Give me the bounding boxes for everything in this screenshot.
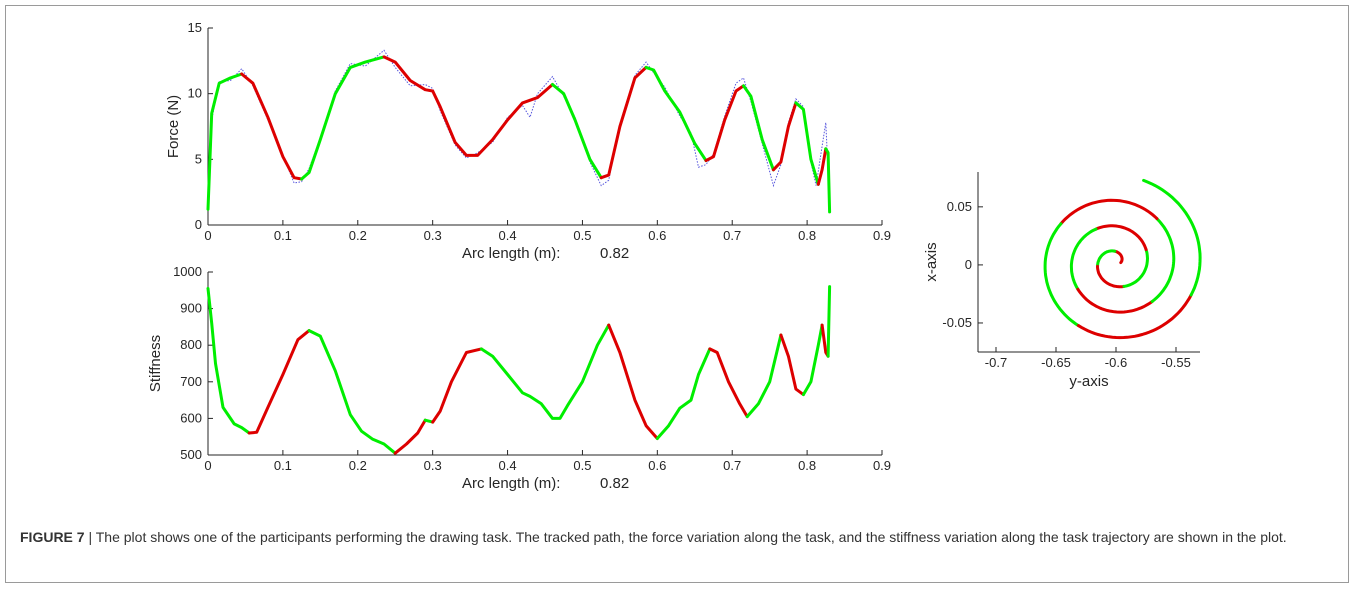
stiffness-x-label: Arc length (m): — [462, 475, 560, 492]
stiffness-y-tick-label: 700 — [180, 374, 202, 389]
stiffness-series-segment — [708, 347, 749, 419]
stiffness-x-label-value: 0.82 — [600, 475, 629, 492]
force-y-label: Force (N) — [165, 95, 182, 158]
spiral-path-segment — [1096, 249, 1117, 268]
force-x-tick-label: 0.8 — [798, 228, 816, 243]
stiffness-series-segment — [826, 285, 832, 358]
figure-caption: FIGURE 7 | The plot shows one of the par… — [20, 526, 1335, 549]
force-series-segment — [794, 101, 820, 186]
spiral-path-segment — [1142, 178, 1202, 297]
force-y-tick-label: 15 — [188, 20, 202, 35]
stiffness-x-tick-label: 0.5 — [573, 458, 591, 473]
stiffness-y-tick-label: 900 — [180, 301, 202, 316]
force-series-segment — [771, 101, 798, 172]
stiffness-y-label: Stiffness — [147, 335, 164, 392]
force-y-tick-label: 5 — [195, 151, 202, 166]
stiffness-x-tick-label: 0 — [204, 458, 211, 473]
stiffness-y-tick-label: 500 — [180, 447, 202, 462]
stiffness-y-tick-label: 1000 — [173, 264, 202, 279]
force-x-label: Arc length (m): — [462, 245, 560, 262]
force-series-segment — [816, 147, 828, 186]
stiffness-y-tick-label: 600 — [180, 410, 202, 425]
stiffness-series-segment — [393, 418, 427, 455]
spiral-y-tick-label: 0.05 — [947, 199, 972, 214]
force-x-tick-label: 0.2 — [349, 228, 367, 243]
stiffness-x-tick-label: 0.1 — [274, 458, 292, 473]
force-series-segment — [240, 72, 304, 181]
force-x-tick-label: 0.6 — [648, 228, 666, 243]
stiffness-series-segment — [779, 333, 805, 397]
force-x-tick-label: 0.1 — [274, 228, 292, 243]
force-series-segment — [551, 83, 603, 180]
stiffness-series-segment — [206, 287, 251, 435]
spiral-path-segment — [1096, 264, 1126, 289]
force-x-tick-label: 0 — [204, 228, 211, 243]
force-x-label-value: 0.82 — [600, 245, 629, 262]
spiral-x-tick-label: -0.6 — [1105, 355, 1127, 370]
stiffness-x-tick-label: 0.3 — [424, 458, 442, 473]
spiral-path-segment — [1043, 222, 1080, 328]
spiral-path-segment — [1094, 224, 1148, 252]
force-measured-dotted-line — [207, 49, 831, 208]
spiral-path-segment — [1059, 198, 1159, 226]
force-x-tick-label: 0.4 — [499, 228, 517, 243]
stiffness-x-tick-label: 0.8 — [798, 458, 816, 473]
force-y-tick-label: 0 — [195, 217, 202, 232]
figure-frame — [5, 5, 1349, 583]
force-y-tick-label: 10 — [188, 86, 202, 101]
force-series-segment — [742, 84, 775, 172]
force-series-segment — [644, 65, 708, 163]
force-series-segment — [206, 72, 244, 211]
spiral-path-segment — [1122, 248, 1150, 288]
spiral-x-tick-label: -0.65 — [1041, 355, 1071, 370]
spiral-plot: -0.7 -0.65 -0.6 -0.55 -0.05 0 0.05 y-axis x-axis — [923, 172, 1202, 390]
caption-text: The plot shows one of the participants p… — [95, 529, 1287, 545]
force-x-tick-label: 0.7 — [723, 228, 741, 243]
stiffness-series-segment — [655, 347, 712, 440]
force-x-tick-label: 0.9 — [873, 228, 891, 243]
spiral-x-tick-label: -0.55 — [1161, 355, 1191, 370]
force-series-segment — [704, 84, 745, 163]
spiral-path-segment — [1076, 293, 1193, 340]
force-plot: 0 0.1 0.2 0.3 0.4 0.5 0.6 0.7 0.8 0.9 0 5 10 15 Force … — [165, 20, 891, 262]
caption-separator: | — [84, 529, 96, 545]
stiffness-x-tick-label: 0.4 — [499, 458, 517, 473]
stiffness-plot: 0 0.1 0.2 0.3 0.4 0.5 0.6 0.7 0.8 0.9 500 600 700 800… — [147, 264, 891, 492]
figure-svg: 0 0.1 0.2 0.3 0.4 0.5 0.6 0.7 0.8 0.9 0 5 10 15 Force … — [147, 20, 1202, 492]
stiffness-series-segment — [607, 323, 659, 440]
spiral-path-segment — [1150, 217, 1176, 303]
stiffness-x-tick-label: 0.7 — [723, 458, 741, 473]
stiffness-series-segment — [307, 329, 397, 455]
spiral-path-segment — [1076, 287, 1154, 314]
spiral-x-tick-label: -0.7 — [985, 355, 1007, 370]
stiffness-series-segment — [247, 329, 311, 435]
stiffness-x-tick-label: 0.9 — [873, 458, 891, 473]
spiral-y-tick-label: -0.05 — [942, 315, 972, 330]
force-series-segment — [300, 55, 386, 181]
stiffness-series-segment — [479, 323, 611, 420]
caption-label: FIGURE 7 — [20, 529, 85, 545]
stiffness-x-tick-label: 0.2 — [349, 458, 367, 473]
stiffness-series-segment — [801, 323, 824, 397]
stiffness-series-segment — [745, 333, 783, 419]
spiral-y-label: x-axis — [923, 242, 940, 281]
force-series-segment — [599, 65, 648, 180]
spiral-path-segment — [1113, 249, 1124, 265]
spiral-y-tick-label: 0 — [965, 257, 972, 272]
spiral-x-label: y-axis — [1069, 373, 1108, 390]
stiffness-x-tick-label: 0.6 — [648, 458, 666, 473]
spiral-path-segment — [1069, 227, 1098, 291]
force-x-tick-label: 0.5 — [573, 228, 591, 243]
force-series-segment — [382, 55, 554, 157]
force-series-segment — [824, 147, 832, 214]
force-x-tick-label: 0.3 — [424, 228, 442, 243]
stiffness-series-segment — [431, 347, 483, 424]
stiffness-y-tick-label: 800 — [180, 337, 202, 352]
